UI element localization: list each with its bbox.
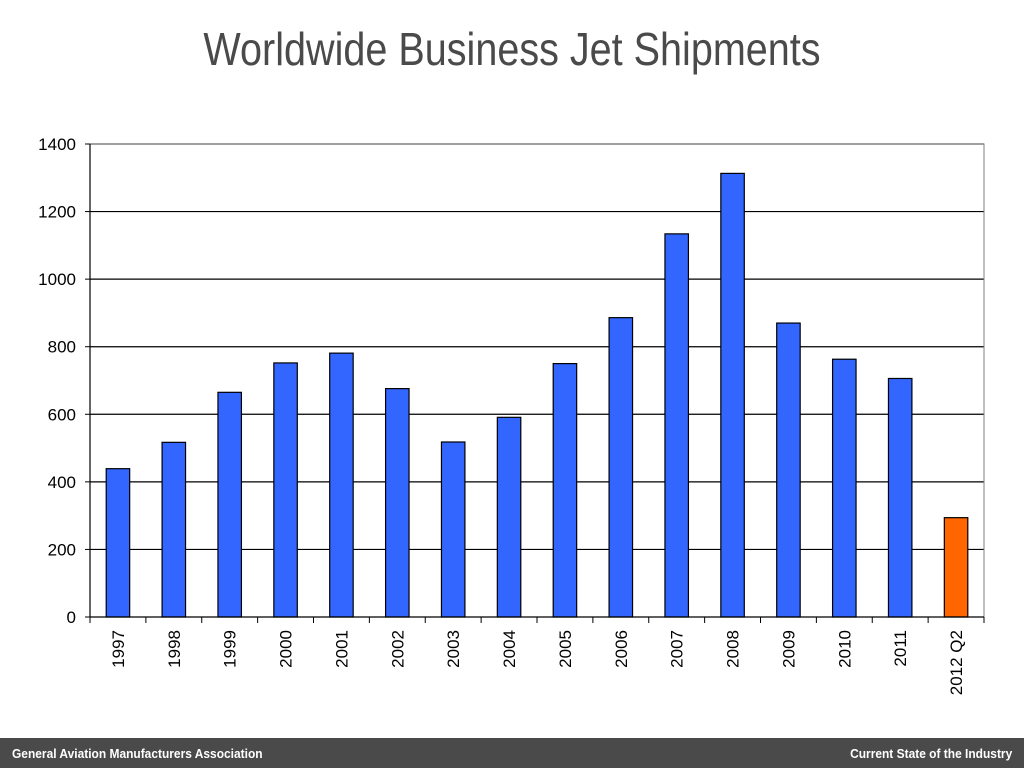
bar-1999: [217, 391, 243, 618]
bar-2001: [329, 352, 354, 618]
x-tick-labels: 1997 1998 1999 2000 2001 2002 2003 2004 2005 2006…: [109, 630, 966, 695]
x-tick-label: 2007: [668, 630, 687, 668]
bar-2012-q2: [943, 517, 969, 618]
bar-2009: [776, 322, 801, 618]
x-tick-label: 2008: [724, 630, 743, 668]
x-tick-label: 2001: [332, 630, 351, 668]
x-tick-label: 2002: [388, 630, 407, 668]
bar-2008: [720, 172, 745, 618]
x-tick-label: 2005: [556, 630, 575, 668]
bar-2002: [384, 388, 410, 618]
bar-2004: [496, 416, 522, 618]
bar-1997: [105, 468, 131, 618]
y-tick-label: 1200: [38, 203, 76, 222]
x-tick-label: 2009: [779, 630, 798, 668]
bar-chart: 0 200 400 600 800 1000 1200 1400 1997 1998 1999 20…: [38, 135, 985, 695]
bar-2000: [273, 362, 298, 618]
slide-title: Worldwide Business Jet Shipments: [203, 23, 821, 75]
y-tick-label: 0: [67, 608, 76, 627]
bar-2006: [608, 317, 634, 618]
y-tick-label: 1000: [38, 270, 76, 289]
x-tick-label: 2012 Q2: [947, 630, 966, 695]
x-tick-label: 2011: [891, 630, 910, 667]
bar-2010: [831, 358, 857, 618]
x-tick-label: 2000: [277, 630, 296, 668]
bar-2003: [440, 441, 466, 618]
footer-bar: General Aviation Manufacturers Associati…: [0, 738, 1024, 768]
bar-1998: [161, 441, 187, 618]
x-tick-label: 2006: [612, 630, 631, 668]
bar-2007: [664, 233, 690, 618]
footer-organization: General Aviation Manufacturers Associati…: [12, 746, 263, 761]
y-tick-label: 1400: [38, 135, 76, 154]
y-tick-label: 800: [48, 338, 76, 357]
y-tick-label: 400: [48, 473, 76, 492]
bar-2005: [552, 363, 578, 618]
x-tick-label: 2010: [835, 630, 854, 668]
x-tick-label: 1999: [221, 630, 240, 668]
x-tick-label: 1997: [109, 630, 128, 668]
x-tick-label: 2004: [500, 630, 519, 668]
y-tick-labels: 0 200 400 600 800 1000 1200 1400: [38, 135, 76, 627]
bar-2011: [887, 377, 913, 618]
axes: [85, 143, 985, 623]
x-tick-label: 2003: [444, 630, 463, 668]
x-tick-label: 1998: [165, 630, 184, 668]
bars: [105, 172, 969, 618]
footer-section-title: Current State of the Industry: [849, 746, 1012, 761]
y-tick-label: 600: [48, 405, 76, 424]
y-tick-label: 200: [48, 540, 76, 559]
